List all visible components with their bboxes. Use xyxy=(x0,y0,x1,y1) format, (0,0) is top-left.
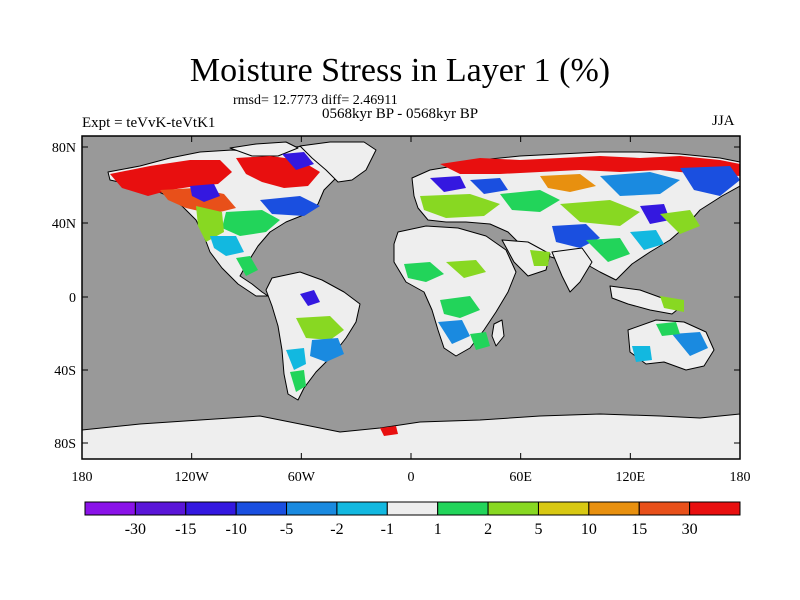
colorbar-swatch xyxy=(588,501,640,516)
lon-tick-label: 60W xyxy=(288,470,316,485)
colorbar-swatch xyxy=(336,501,388,516)
lon-tick-label: 120W xyxy=(175,470,210,485)
lat-tick-label: 0 xyxy=(69,291,76,306)
lon-tick-label: 0 xyxy=(408,470,415,485)
season-label: JJA xyxy=(712,113,735,129)
land-africa xyxy=(393,225,517,357)
colorbar-label: 1 xyxy=(434,521,442,538)
colorbar-label: 30 xyxy=(682,521,698,538)
colorbar-label: -15 xyxy=(175,521,196,538)
colorbar-label: 10 xyxy=(581,521,597,538)
period-line: 0568kyr BP - 0568kyr BP xyxy=(322,106,479,122)
colorbar-label: -30 xyxy=(125,521,146,538)
colorbar-label: -5 xyxy=(280,521,293,538)
colorbar-label: -1 xyxy=(381,521,394,538)
lat-tick-label: 40N xyxy=(52,217,76,232)
lat-tick-label: 80S xyxy=(54,437,76,452)
anomaly-patches xyxy=(110,152,740,436)
lon-tick-label: 180 xyxy=(72,470,93,485)
stats-line: rmsd= 12.7773 diff= 2.46911 xyxy=(233,93,398,108)
longitude-axis: 180 120W 60W 0 60E 120E 180 xyxy=(72,136,751,485)
colorbar-label: -10 xyxy=(225,521,246,538)
colorbar: -30 -15 -10 -5 -2 -1 1 2 5 10 15 30 xyxy=(84,501,741,538)
plot-title: Moisture Stress in Layer 1 (%) xyxy=(189,52,611,89)
colorbar-swatch xyxy=(638,501,691,516)
land-arctic-islands xyxy=(229,141,299,157)
expt-label: Expt = teVvK-teVtK1 xyxy=(82,115,216,131)
colorbar-label: -2 xyxy=(330,521,343,538)
colorbar-swatch xyxy=(84,501,136,516)
lat-tick-label: 40S xyxy=(54,364,76,379)
land-antarctica xyxy=(82,414,740,459)
colorbar-swatch xyxy=(386,501,439,516)
colorbar-label: 15 xyxy=(631,521,647,538)
colorbar-swatch xyxy=(689,501,741,516)
land-arabia xyxy=(501,239,551,277)
colorbar-swatch xyxy=(286,501,338,516)
colorbar-swatch xyxy=(537,501,590,516)
colorbar-swatch xyxy=(437,501,489,516)
colorbar-swatch xyxy=(487,501,539,516)
colorbar-swatch xyxy=(185,501,237,516)
lon-tick-label: 60E xyxy=(509,470,532,485)
land-india xyxy=(551,247,593,293)
colorbar-label: 5 xyxy=(534,521,542,538)
lon-tick-label: 180 xyxy=(730,470,751,485)
latitude-axis: 80N 40N 0 40S 80S xyxy=(52,141,740,452)
lat-tick-label: 80N xyxy=(52,141,76,156)
lon-tick-label: 120E xyxy=(616,470,646,485)
land-greenland xyxy=(299,141,377,183)
colorbar-swatch xyxy=(235,501,288,516)
colorbar-swatch xyxy=(134,501,187,516)
colorbar-label: 2 xyxy=(484,521,492,538)
land-madagascar xyxy=(491,319,505,347)
